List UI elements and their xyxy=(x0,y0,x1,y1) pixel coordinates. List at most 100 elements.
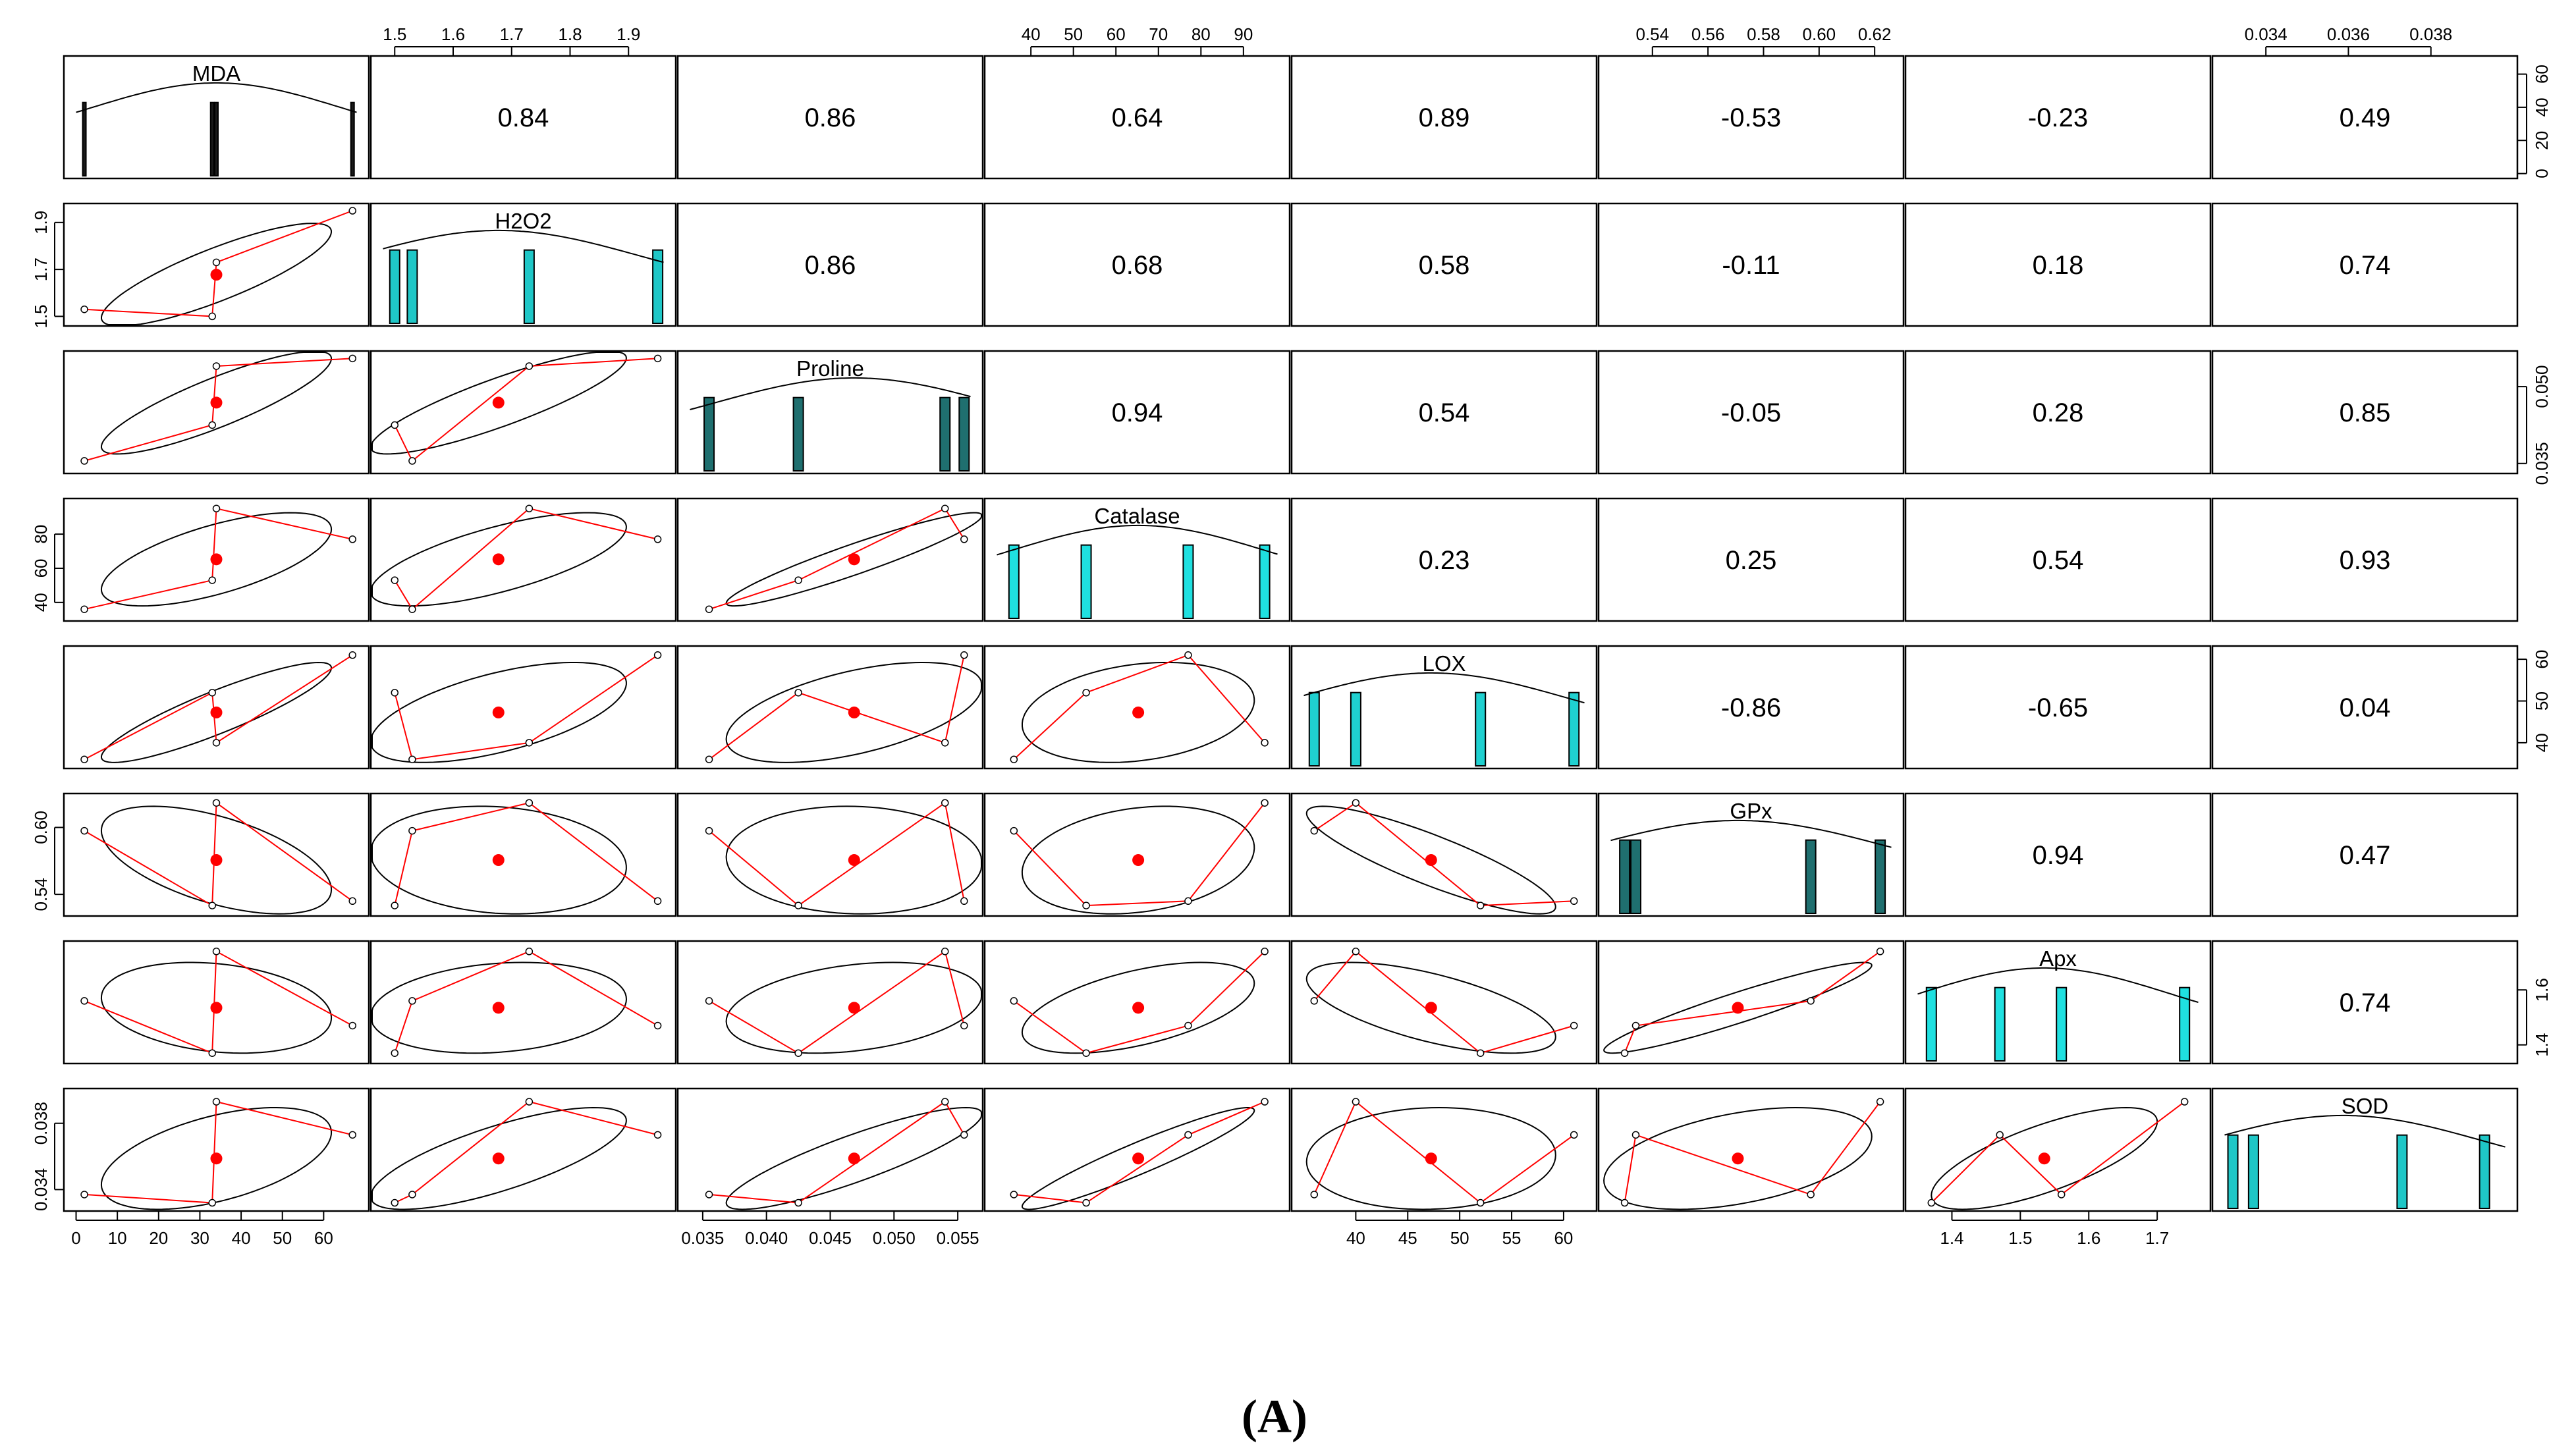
smooth-line-Apx-LOX xyxy=(1313,950,1574,1054)
right-axis-label-6-0: 1.4 xyxy=(2532,1033,2549,1057)
panel-frame-2-1 xyxy=(370,350,677,475)
data-point-GPx-Proline-3 xyxy=(960,897,968,905)
data-point-Apx-LOX-3 xyxy=(1570,1021,1578,1030)
panel-frame-0-4 xyxy=(1290,55,1598,180)
correlation-ellipse-GPx-H2O2 xyxy=(371,805,627,915)
histogram-bar-Catalase-0 xyxy=(1008,544,1020,619)
top-axis-label-3-4: 80 xyxy=(1192,24,1211,44)
data-point-LOX-MDA-0 xyxy=(80,755,88,763)
smooth-line-H2O2-MDA xyxy=(84,210,353,317)
mean-point-Proline-MDA xyxy=(210,396,223,409)
panel-frame-3-3 xyxy=(983,497,1291,622)
smooth-line-Proline-MDA xyxy=(84,358,353,462)
data-point-Catalase-MDA-1 xyxy=(208,576,216,584)
top-axis-label-5-4: 0.62 xyxy=(1858,24,1892,44)
histogram-bar-Catalase-1 xyxy=(1080,544,1092,619)
mean-point-GPx-H2O2 xyxy=(492,854,505,867)
panel-frame-6-2 xyxy=(676,940,984,1065)
variable-name-LOX: LOX xyxy=(1422,651,1466,676)
panel-frame-7-5 xyxy=(1597,1087,1905,1212)
correlation-MDA-Proline: 0.86 xyxy=(805,103,856,132)
bottom-axis-label-0-1: 10 xyxy=(108,1228,127,1248)
panel-frame-4-6 xyxy=(1904,645,2212,770)
left-axis-label-7-1: 0.038 xyxy=(31,1102,51,1145)
scatter-panel-SOD-vs-GPx xyxy=(1603,1098,1884,1210)
smooth-line-Apx-Proline xyxy=(709,950,965,1054)
left-axis-label-5-0: 0.54 xyxy=(31,878,51,911)
data-point-SOD-GPx-3 xyxy=(1631,1131,1640,1139)
data-point-Catalase-Proline-0 xyxy=(705,605,713,613)
panel-frame-1-7 xyxy=(2211,202,2519,327)
data-point-SOD-H2O2-0 xyxy=(408,1191,416,1199)
correlation-H2O2-Proline: 0.86 xyxy=(805,251,856,280)
data-point-GPx-H2O2-3 xyxy=(653,897,662,905)
panel-frame-5-1 xyxy=(370,792,677,917)
mean-point-SOD-LOX xyxy=(1425,1152,1437,1165)
scatter-panel-GPx-vs-LOX xyxy=(1305,799,1578,915)
data-point-Apx-GPx-2 xyxy=(1876,948,1884,956)
smooth-line-LOX-Catalase xyxy=(1013,654,1265,760)
histogram-bar-LOX-3 xyxy=(1568,691,1580,767)
mean-point-LOX-H2O2 xyxy=(492,706,505,718)
data-point-GPx-H2O2-2 xyxy=(525,799,534,807)
scatter-panel-GPx-vs-Catalase xyxy=(1010,799,1269,915)
correlation-ellipse-H2O2-MDA xyxy=(101,223,332,325)
data-point-LOX-Proline-0 xyxy=(705,755,713,763)
data-point-SOD-H2O2-1 xyxy=(391,1199,399,1207)
left-axis-label-3-0: 40 xyxy=(31,593,51,612)
panel-frame-1-5 xyxy=(1597,202,1905,327)
top-axis-label-5-1: 0.56 xyxy=(1691,24,1725,44)
data-point-LOX-Catalase-3 xyxy=(1184,651,1192,659)
right-axis-label-0-2: 40 xyxy=(2532,97,2549,117)
data-point-GPx-LOX-0 xyxy=(1310,826,1319,835)
data-point-SOD-Catalase-3 xyxy=(1184,1131,1192,1139)
data-point-SOD-LOX-1 xyxy=(1476,1199,1485,1207)
correlation-H2O2-Catalase: 0.68 xyxy=(1112,251,1163,280)
top-axis-label-1-1: 1.6 xyxy=(441,24,465,44)
data-point-Catalase-MDA-3 xyxy=(348,535,356,543)
correlation-ellipse-GPx-Catalase xyxy=(1021,805,1255,915)
correlation-ellipse-Apx-LOX xyxy=(1305,961,1556,1054)
correlation-ellipse-GPx-Proline xyxy=(725,805,982,915)
data-point-LOX-MDA-1 xyxy=(208,689,216,697)
left-axis-label-3-1: 60 xyxy=(31,559,51,578)
left-axis-label-7-0: 0.034 xyxy=(31,1168,51,1211)
correlation-MDA-SOD: 0.49 xyxy=(2340,103,2391,132)
mean-point-Proline-H2O2 xyxy=(492,396,505,409)
scatter-panel-Apx-vs-GPx xyxy=(1603,948,1884,1057)
mean-point-SOD-H2O2 xyxy=(492,1152,505,1165)
data-point-LOX-Proline-1 xyxy=(794,689,802,697)
panel-frame-1-0 xyxy=(63,202,370,327)
panel-frame-2-4 xyxy=(1290,350,1598,475)
panel-frame-4-3 xyxy=(983,645,1291,770)
scatter-panel-H2O2-vs-MDA xyxy=(80,207,356,325)
histogram-bar-Catalase-3 xyxy=(1182,544,1194,619)
data-point-Proline-H2O2-1 xyxy=(391,421,399,429)
bottom-axis-label-6-2: 1.6 xyxy=(2077,1228,2100,1248)
density-curve-GPx xyxy=(1610,819,1892,848)
scatter-panel-SOD-vs-Proline xyxy=(705,1098,982,1210)
scatter-panel-Apx-vs-Proline xyxy=(705,948,982,1057)
mean-point-GPx-Catalase xyxy=(1132,854,1145,867)
data-point-SOD-GPx-2 xyxy=(1876,1098,1884,1106)
panel-frame-0-7 xyxy=(2211,55,2519,180)
data-point-GPx-Proline-2 xyxy=(941,799,949,807)
top-axis-label-1-4: 1.9 xyxy=(617,24,640,44)
data-point-SOD-Apx-1 xyxy=(1927,1199,1936,1207)
data-point-SOD-MDA-0 xyxy=(80,1191,88,1199)
data-point-Catalase-Proline-2 xyxy=(941,504,949,512)
variable-name-Apx: Apx xyxy=(2039,946,2077,971)
bottom-axis-label-0-0: 0 xyxy=(71,1228,80,1248)
smooth-line-SOD-Catalase xyxy=(1014,1101,1265,1204)
data-point-Apx-Catalase-0 xyxy=(1010,997,1018,1005)
left-axis-label-5-1: 0.60 xyxy=(31,811,51,844)
right-axis-label-4-1: 50 xyxy=(2532,691,2549,711)
mean-point-SOD-Catalase xyxy=(1132,1152,1145,1165)
panel-frame-5-2 xyxy=(676,792,984,917)
mean-point-Apx-GPx xyxy=(1732,1002,1744,1014)
panel-frame-3-6 xyxy=(1904,497,2212,622)
data-point-SOD-Proline-0 xyxy=(705,1191,713,1199)
histogram-bar-SOD-2 xyxy=(2479,1134,2490,1210)
right-axis-label-0-0: 0 xyxy=(2532,169,2549,178)
smooth-line-Apx-Catalase xyxy=(1013,951,1265,1054)
